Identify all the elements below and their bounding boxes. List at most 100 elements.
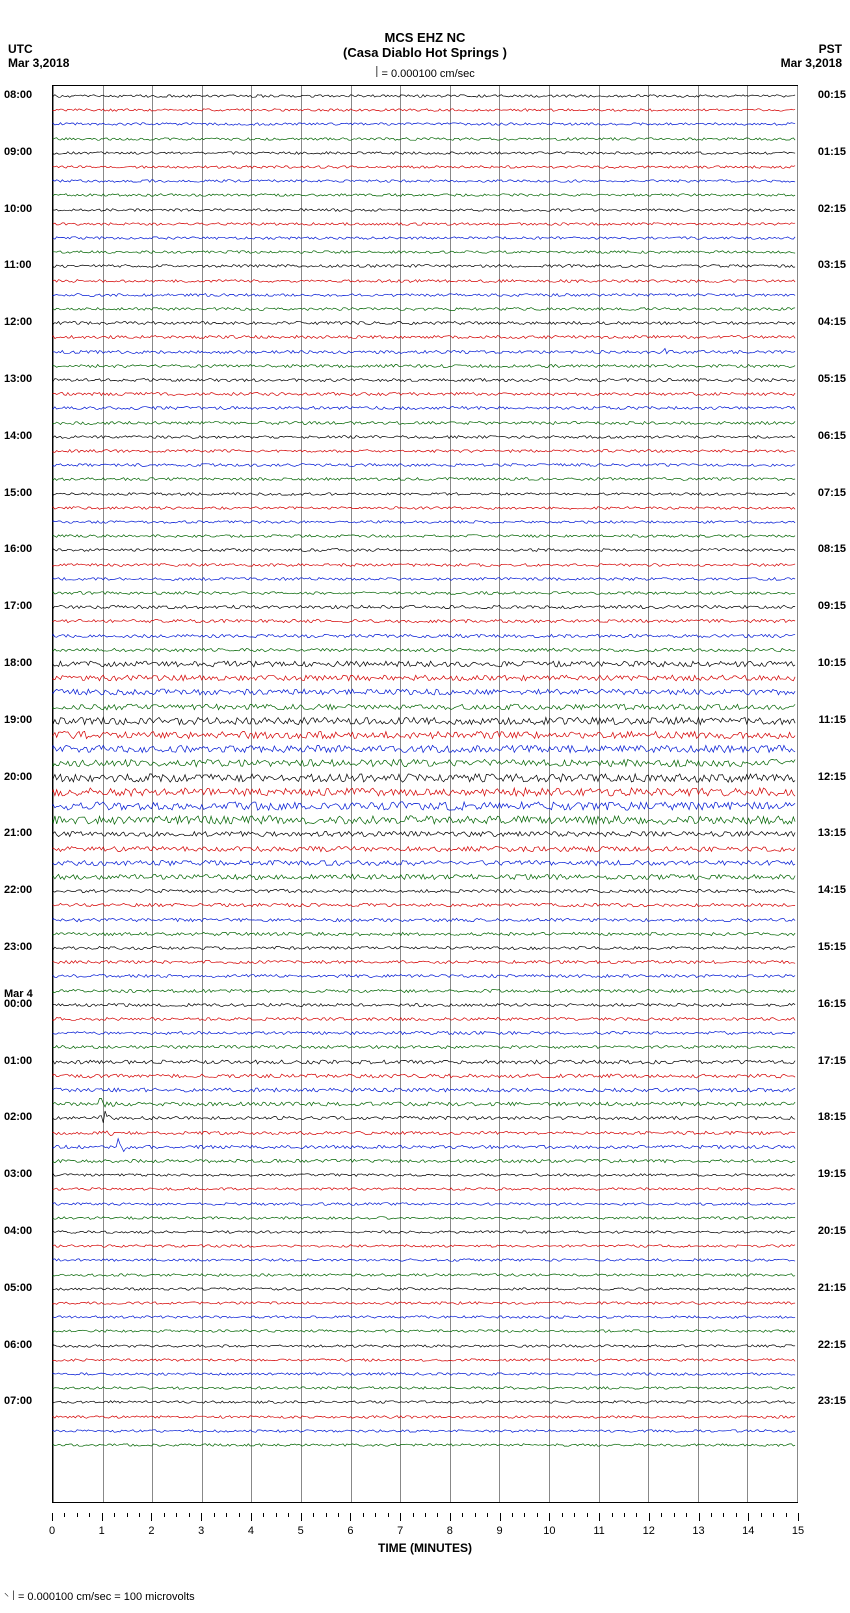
seismic-trace bbox=[53, 572, 797, 586]
seismic-trace bbox=[53, 870, 797, 884]
xaxis-minor-tick bbox=[326, 1513, 327, 1517]
xaxis-minor-tick bbox=[786, 1513, 787, 1517]
seismic-trace bbox=[53, 231, 797, 245]
pst-time-label: 20:15 bbox=[818, 1225, 846, 1237]
xaxis-tick bbox=[798, 1513, 799, 1521]
xaxis-tick-label: 7 bbox=[397, 1525, 403, 1537]
pst-time-label: 06:15 bbox=[818, 430, 846, 442]
seismic-trace bbox=[53, 1197, 797, 1211]
time-axis: TIME (MINUTES) 0123456789101112131415 bbox=[52, 1513, 798, 1553]
tz-pst-block: PST Mar 3,2018 bbox=[781, 42, 842, 70]
pst-time-label: 14:15 bbox=[818, 884, 846, 896]
seismic-trace bbox=[53, 259, 797, 273]
xaxis-minor-tick bbox=[487, 1513, 488, 1517]
xaxis-tick bbox=[599, 1513, 600, 1521]
seismic-trace bbox=[53, 1140, 797, 1154]
xaxis-tick bbox=[500, 1513, 501, 1521]
utc-time-label: 01:00 bbox=[4, 1055, 32, 1067]
seismogram-plot bbox=[52, 85, 798, 1503]
xaxis-minor-tick bbox=[587, 1513, 588, 1517]
seismic-trace bbox=[53, 1395, 797, 1409]
seismic-trace bbox=[53, 543, 797, 557]
seismic-trace bbox=[53, 742, 797, 756]
xaxis-tick-label: 9 bbox=[497, 1525, 503, 1537]
pst-time-label: 23:15 bbox=[818, 1395, 846, 1407]
utc-time-label: 18:00 bbox=[4, 657, 32, 669]
seismic-trace bbox=[53, 330, 797, 344]
xaxis-tick-label: 6 bbox=[347, 1525, 353, 1537]
gridline bbox=[797, 86, 798, 1502]
xaxis-minor-tick bbox=[512, 1513, 513, 1517]
seismic-trace bbox=[53, 1381, 797, 1395]
seismic-trace bbox=[53, 1126, 797, 1140]
xaxis-tick-label: 10 bbox=[543, 1525, 555, 1537]
header: MCS EHZ NC (Casa Diablo Hot Springs ) ǀ … bbox=[0, 0, 850, 82]
seismic-trace bbox=[53, 1253, 797, 1267]
seismic-trace bbox=[53, 600, 797, 614]
xaxis-tick bbox=[201, 1513, 202, 1521]
utc-time-label: 02:00 bbox=[4, 1111, 32, 1123]
pst-time-label: 10:15 bbox=[818, 657, 846, 669]
utc-time-label: 22:00 bbox=[4, 884, 32, 896]
xaxis-minor-tick bbox=[537, 1513, 538, 1517]
seismic-trace bbox=[53, 1097, 797, 1111]
xaxis-minor-tick bbox=[214, 1513, 215, 1517]
seismic-trace bbox=[53, 1310, 797, 1324]
xaxis-minor-tick bbox=[475, 1513, 476, 1517]
pst-time-label: 18:15 bbox=[818, 1111, 846, 1123]
seismic-trace bbox=[53, 984, 797, 998]
seismic-trace bbox=[53, 316, 797, 330]
utc-time-label: 21:00 bbox=[4, 827, 32, 839]
seismic-trace bbox=[53, 1182, 797, 1196]
xaxis-minor-tick bbox=[127, 1513, 128, 1517]
seismic-trace bbox=[53, 1438, 797, 1452]
seismic-trace bbox=[53, 799, 797, 813]
xaxis-tick-label: 14 bbox=[742, 1525, 754, 1537]
xaxis-tick-label: 12 bbox=[643, 1525, 655, 1537]
seismic-trace bbox=[53, 1339, 797, 1353]
tz-utc-block: UTC Mar 3,2018 bbox=[8, 42, 69, 70]
seismic-trace bbox=[53, 1026, 797, 1040]
seismic-trace bbox=[53, 103, 797, 117]
seismic-trace bbox=[53, 714, 797, 728]
xaxis-minor-tick bbox=[686, 1513, 687, 1517]
xaxis-tick-label: 0 bbox=[49, 1525, 55, 1537]
seismic-trace bbox=[53, 728, 797, 742]
seismic-trace bbox=[53, 1083, 797, 1097]
xaxis-minor-tick bbox=[176, 1513, 177, 1517]
seismic-trace bbox=[53, 274, 797, 288]
pst-time-label: 13:15 bbox=[818, 827, 846, 839]
xaxis-minor-tick bbox=[338, 1513, 339, 1517]
xaxis-tick-label: 8 bbox=[447, 1525, 453, 1537]
seismic-trace bbox=[53, 1424, 797, 1438]
seismic-trace bbox=[53, 89, 797, 103]
seismic-trace bbox=[53, 444, 797, 458]
seismic-trace bbox=[53, 614, 797, 628]
utc-time-label: 00:00 bbox=[4, 998, 32, 1010]
seismic-trace bbox=[53, 1296, 797, 1310]
utc-time-label: 06:00 bbox=[4, 1339, 32, 1351]
seismic-trace bbox=[53, 1282, 797, 1296]
seismic-trace bbox=[53, 430, 797, 444]
seismogram-container: MCS EHZ NC (Casa Diablo Hot Springs ) ǀ … bbox=[0, 0, 850, 1613]
seismic-trace bbox=[53, 1168, 797, 1182]
utc-time-label: 17:00 bbox=[4, 600, 32, 612]
seismic-trace bbox=[53, 529, 797, 543]
xaxis-minor-tick bbox=[226, 1513, 227, 1517]
seismic-trace bbox=[53, 700, 797, 714]
pst-time-label: 11:15 bbox=[818, 714, 846, 726]
seismic-trace bbox=[53, 586, 797, 600]
seismic-trace bbox=[53, 1040, 797, 1054]
utc-time-label: 10:00 bbox=[4, 203, 32, 215]
seismic-trace bbox=[53, 245, 797, 259]
seismic-trace bbox=[53, 203, 797, 217]
xaxis-tick bbox=[649, 1513, 650, 1521]
xaxis-minor-tick bbox=[736, 1513, 737, 1517]
xaxis-minor-tick bbox=[363, 1513, 364, 1517]
utc-time-label: 04:00 bbox=[4, 1225, 32, 1237]
tz-pst-date: Mar 3,2018 bbox=[781, 56, 842, 70]
xaxis-tick-label: 4 bbox=[248, 1525, 254, 1537]
seismic-trace bbox=[53, 1268, 797, 1282]
pst-time-label: 07:15 bbox=[818, 487, 846, 499]
seismic-trace bbox=[53, 558, 797, 572]
